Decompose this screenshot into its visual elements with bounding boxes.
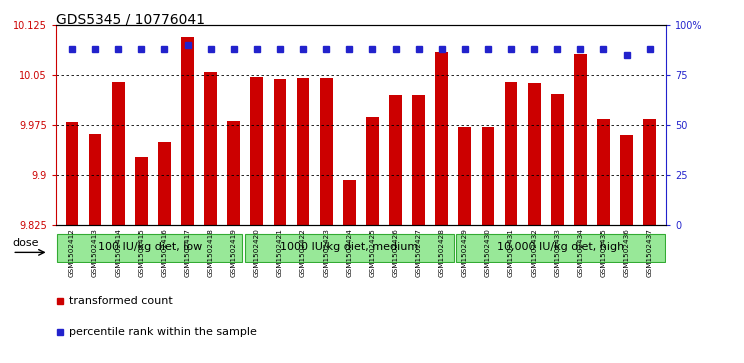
Bar [620,135,633,225]
Bar [458,127,471,225]
Text: percentile rank within the sample: percentile rank within the sample [68,327,257,337]
Text: GSM1502427: GSM1502427 [416,228,422,277]
Text: GSM1502419: GSM1502419 [231,228,237,277]
FancyBboxPatch shape [456,234,664,262]
Text: GSM1502433: GSM1502433 [554,228,560,277]
Bar [182,37,194,225]
Text: GSM1502430: GSM1502430 [485,228,491,277]
FancyBboxPatch shape [57,234,243,262]
Bar [435,52,448,225]
Text: GSM1502413: GSM1502413 [92,228,98,277]
Text: transformed count: transformed count [68,297,173,306]
Bar [527,83,540,225]
Text: GSM1502428: GSM1502428 [439,228,445,277]
Text: GDS5345 / 10776041: GDS5345 / 10776041 [56,13,205,27]
Bar [135,156,147,225]
Bar [297,78,310,225]
Bar [228,121,240,225]
Text: GSM1502429: GSM1502429 [462,228,468,277]
Text: 10,000 IU/kg diet, high: 10,000 IU/kg diet, high [497,242,624,252]
Bar [320,78,333,225]
FancyBboxPatch shape [245,234,454,262]
Bar [481,127,494,225]
Bar [343,180,356,225]
Bar [89,134,101,225]
Text: GSM1502414: GSM1502414 [115,228,121,277]
Text: 100 IU/kg diet, low: 100 IU/kg diet, low [97,242,202,252]
Text: GSM1502420: GSM1502420 [254,228,260,277]
Bar [274,79,286,225]
Text: GSM1502436: GSM1502436 [623,228,629,277]
Text: dose: dose [12,238,39,248]
Bar [504,82,517,225]
Text: GSM1502415: GSM1502415 [138,228,144,277]
Text: GSM1502431: GSM1502431 [508,228,514,277]
Text: GSM1502432: GSM1502432 [531,228,537,277]
Bar [644,119,656,225]
Bar [551,94,564,225]
Text: GSM1502434: GSM1502434 [577,228,583,277]
Text: GSM1502412: GSM1502412 [69,228,75,277]
Bar [65,122,78,225]
Bar [251,77,263,225]
Text: GSM1502423: GSM1502423 [323,228,329,277]
Text: GSM1502418: GSM1502418 [208,228,214,277]
Text: GSM1502421: GSM1502421 [277,228,283,277]
Bar [205,72,217,225]
Text: GSM1502424: GSM1502424 [346,228,353,277]
Text: GSM1502437: GSM1502437 [647,228,652,277]
Bar [158,142,171,225]
Text: GSM1502417: GSM1502417 [185,228,190,277]
Text: GSM1502426: GSM1502426 [393,228,399,277]
Bar [574,54,587,225]
Bar [366,117,379,225]
Bar [112,82,124,225]
Text: GSM1502422: GSM1502422 [300,228,306,277]
Bar [597,119,610,225]
Text: 1000 IU/kg diet, medium: 1000 IU/kg diet, medium [280,242,418,252]
Text: GSM1502416: GSM1502416 [161,228,167,277]
Text: GSM1502435: GSM1502435 [600,228,606,277]
Bar [389,95,402,225]
Bar [412,95,425,225]
Text: GSM1502425: GSM1502425 [369,228,376,277]
